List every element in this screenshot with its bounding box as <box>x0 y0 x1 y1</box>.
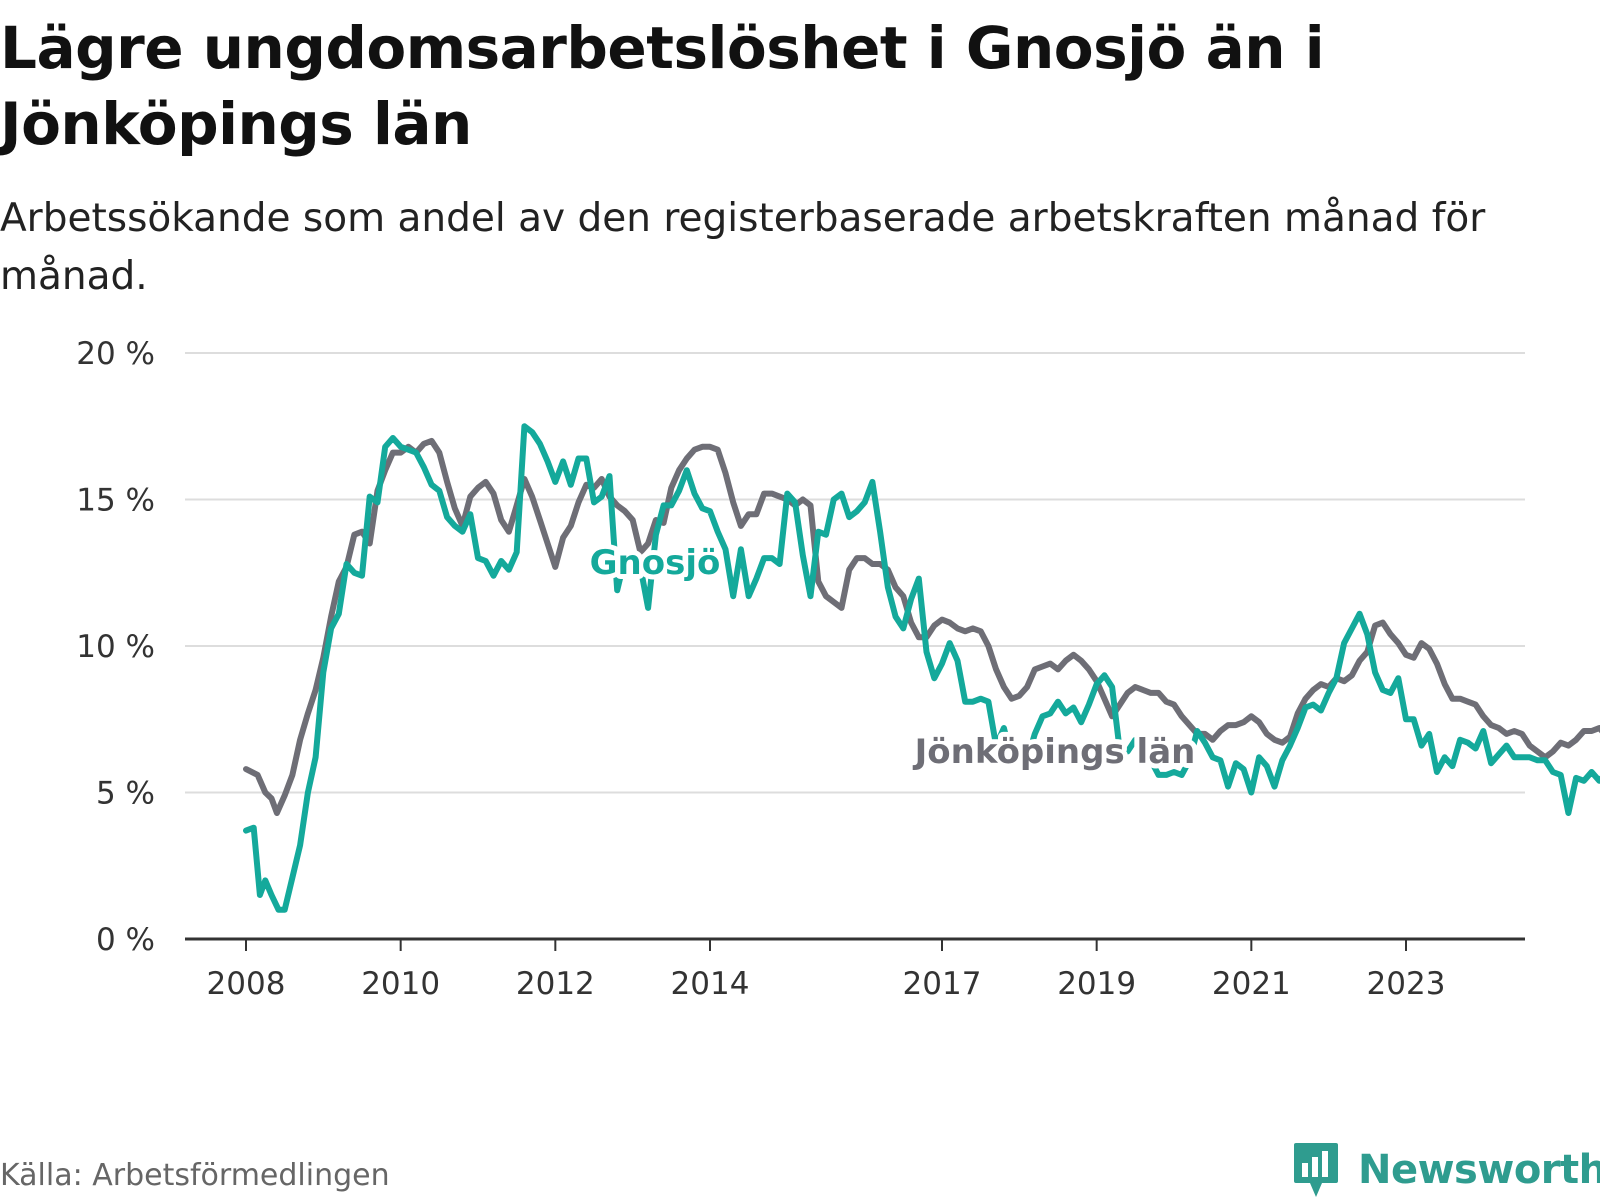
y-tick-label: 5 % <box>96 776 155 812</box>
x-tick-label: 2017 <box>903 966 982 1002</box>
chart-title: Lägre ungdomsarbetslöshet i Gnosjö än i … <box>0 14 1325 158</box>
brand-logo[interactable]: Newsworthy <box>1292 1140 1600 1200</box>
newsworthy-logo-icon <box>1294 1143 1338 1197</box>
source-note: Källa: Arbetsförmedlingen <box>0 1158 390 1193</box>
chart-subtitle: Arbetssökande som andel av den registerb… <box>0 196 1486 299</box>
x-tick-label: 2012 <box>516 966 595 1002</box>
series-label-gnosjo: Gnosjö <box>590 543 721 583</box>
brand-name: Newsworthy <box>1358 1147 1600 1193</box>
x-tick-label: 2019 <box>1057 966 1136 1002</box>
y-axis-ticks: 0 % 5 % 10 % 15 % 20 % <box>76 336 155 958</box>
series-label-lan: Jönköpings län <box>913 732 1196 772</box>
y-tick-label: 0 % <box>96 922 155 958</box>
x-tick-label: 2014 <box>671 966 750 1002</box>
x-tick-label: 2010 <box>361 966 440 1002</box>
x-tick-label: 2023 <box>1367 966 1446 1002</box>
y-tick-label: 20 % <box>76 336 155 372</box>
x-tick-label: 2021 <box>1212 966 1291 1002</box>
gridlines <box>185 352 1525 794</box>
series-lines <box>243 423 1600 913</box>
series-line-gnosjo <box>243 423 1600 913</box>
y-tick-label: 10 % <box>76 629 155 665</box>
x-tick-label: 2008 <box>207 966 286 1002</box>
x-axis: 2008 2010 2012 2014 2017 2019 2021 2023 <box>185 937 1525 1002</box>
y-tick-label: 15 % <box>76 483 155 519</box>
series-line-lan <box>243 437 1600 816</box>
